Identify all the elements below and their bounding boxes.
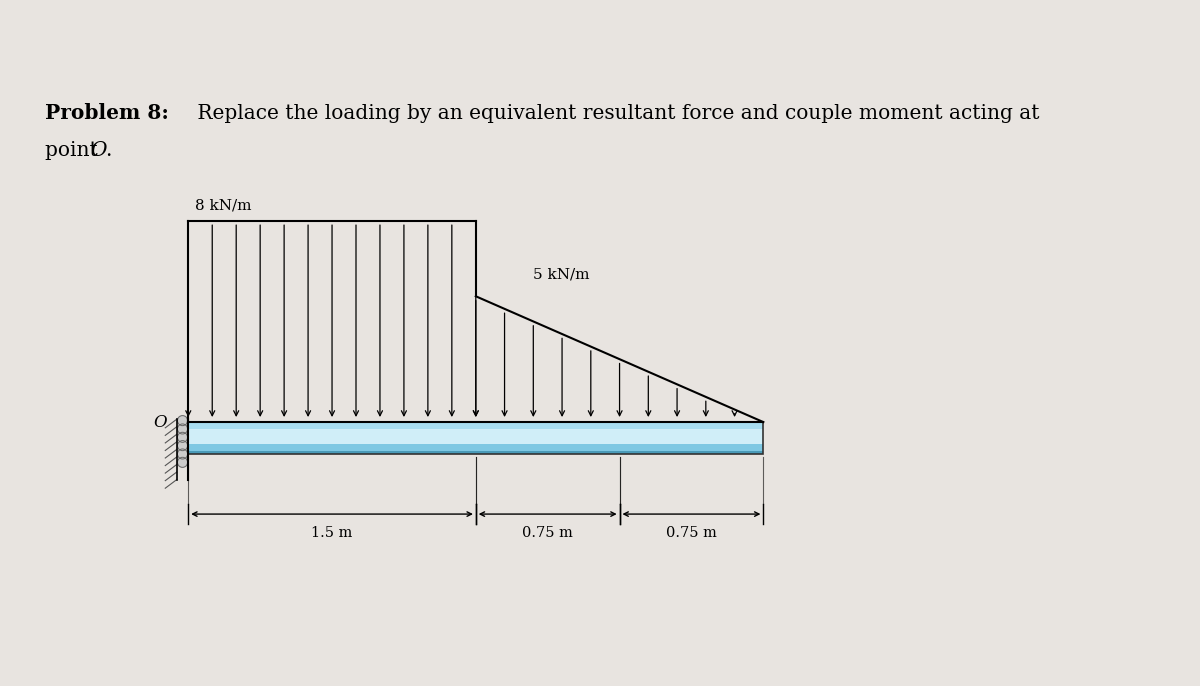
Circle shape — [178, 416, 187, 425]
Text: 8 kN/m: 8 kN/m — [196, 198, 252, 212]
Bar — [188, 451, 763, 453]
Circle shape — [178, 458, 187, 467]
Bar — [188, 429, 763, 445]
Text: O: O — [154, 414, 167, 431]
Circle shape — [178, 440, 187, 451]
Circle shape — [178, 449, 187, 459]
Text: 1.5 m: 1.5 m — [311, 525, 353, 540]
Text: 0.75 m: 0.75 m — [522, 525, 574, 540]
Text: 0.75 m: 0.75 m — [666, 525, 716, 540]
Text: Problem 8:: Problem 8: — [44, 103, 168, 123]
Circle shape — [178, 424, 187, 434]
Text: point: point — [44, 141, 103, 161]
Text: Replace the loading by an equivalent resultant force and couple moment acting at: Replace the loading by an equivalent res… — [191, 104, 1039, 123]
Circle shape — [178, 432, 187, 442]
Bar — [188, 422, 763, 453]
Text: O: O — [90, 141, 107, 161]
Text: 5 kN/m: 5 kN/m — [533, 268, 590, 282]
Bar — [188, 422, 763, 429]
Text: .: . — [104, 141, 112, 161]
Bar — [188, 445, 763, 451]
